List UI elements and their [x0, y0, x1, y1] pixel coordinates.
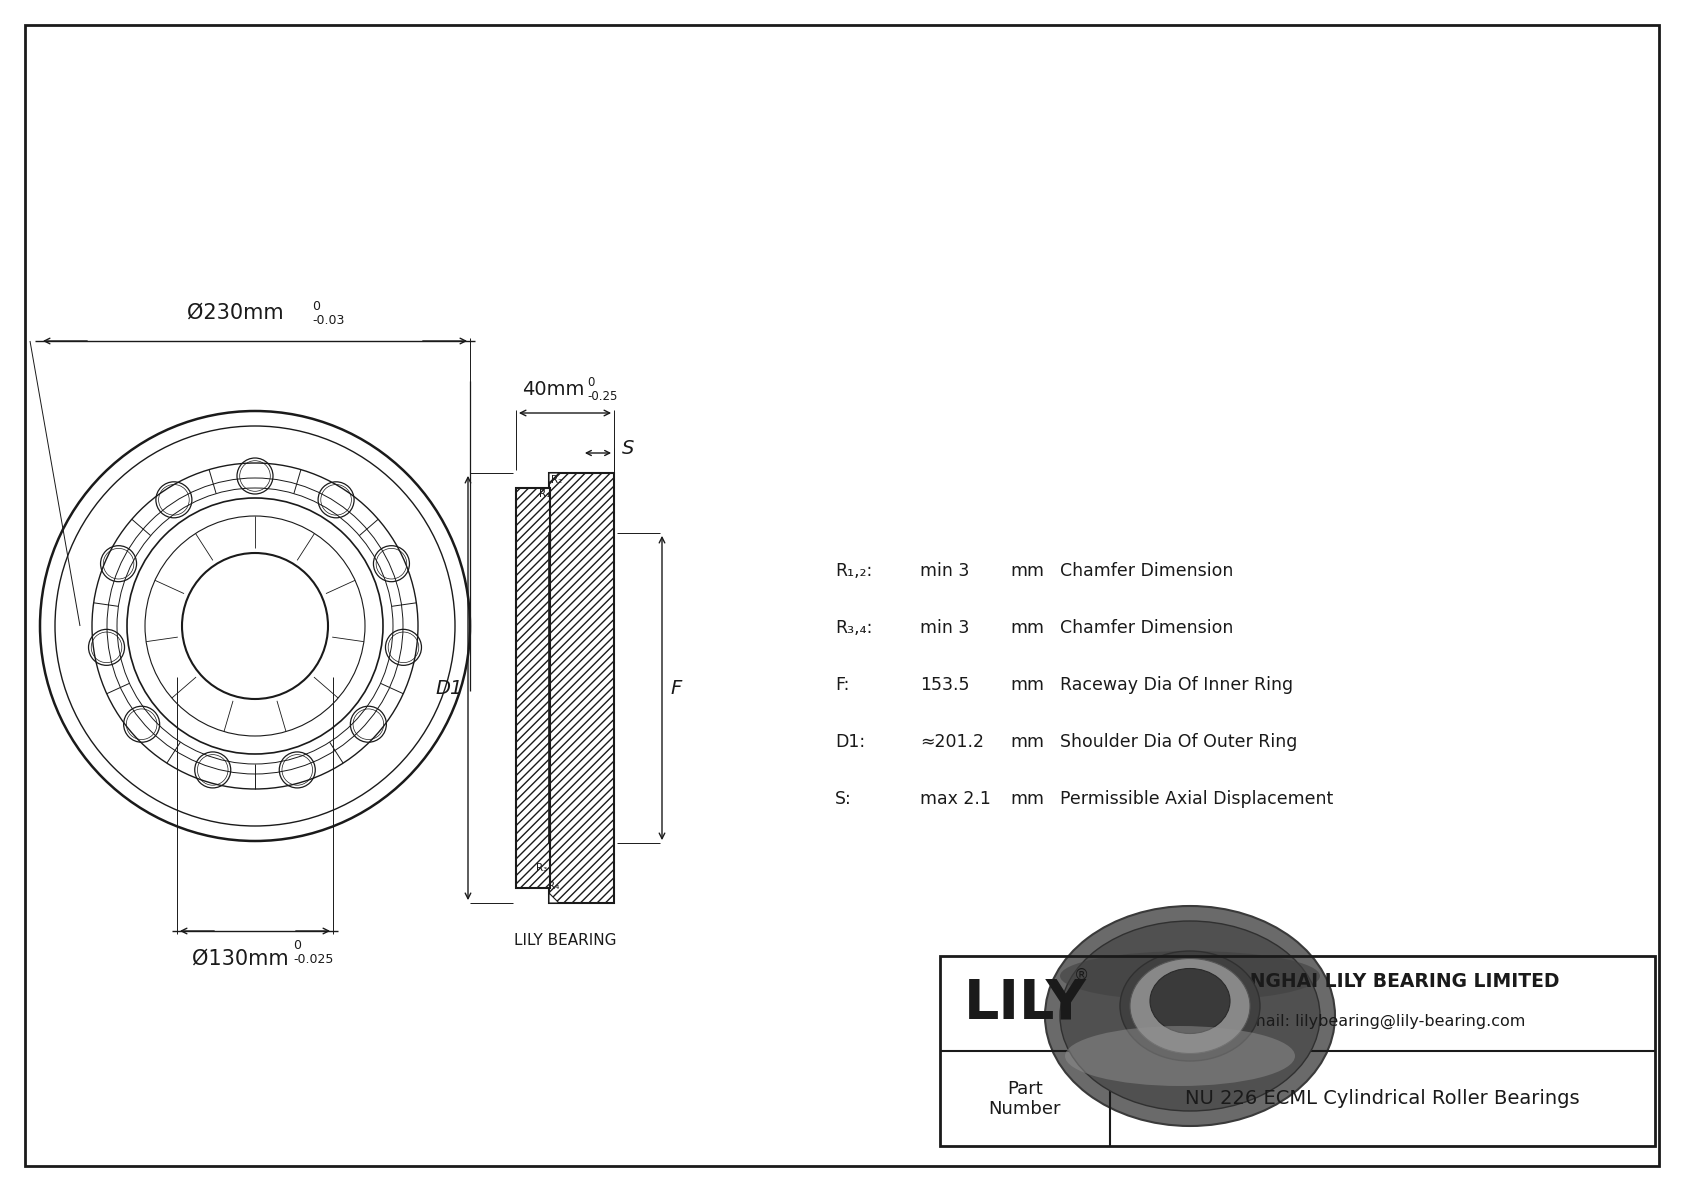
Ellipse shape — [1130, 959, 1250, 1054]
Text: R₁: R₁ — [539, 490, 551, 499]
Text: -0.03: -0.03 — [312, 314, 344, 328]
Text: SHANGHAI LILY BEARING LIMITED: SHANGHAI LILY BEARING LIMITED — [1206, 972, 1559, 991]
Text: ®: ® — [1074, 968, 1090, 983]
Bar — [515, 488, 551, 888]
Text: max 2.1: max 2.1 — [919, 790, 990, 807]
Text: R₃,₄:: R₃,₄: — [835, 619, 872, 637]
Text: R₂: R₂ — [551, 475, 562, 485]
Text: 0: 0 — [293, 939, 301, 952]
Polygon shape — [549, 473, 559, 484]
Text: Chamfer Dimension: Chamfer Dimension — [1059, 562, 1233, 580]
Text: mm: mm — [1010, 732, 1044, 752]
Text: NU 226 ECML Cylindrical Roller Bearings: NU 226 ECML Cylindrical Roller Bearings — [1186, 1089, 1580, 1108]
Text: R₄: R₄ — [547, 881, 559, 891]
Text: mm: mm — [1010, 676, 1044, 694]
Text: LILY: LILY — [963, 977, 1086, 1030]
Text: D1: D1 — [436, 679, 463, 698]
Text: LILY BEARING: LILY BEARING — [514, 933, 616, 948]
Ellipse shape — [1120, 950, 1260, 1061]
Text: Email: lilybearing@lily-bearing.com: Email: lilybearing@lily-bearing.com — [1239, 1014, 1526, 1029]
Text: 40mm: 40mm — [522, 380, 584, 399]
Text: Shoulder Dia Of Outer Ring: Shoulder Dia Of Outer Ring — [1059, 732, 1297, 752]
Text: Ø130mm: Ø130mm — [192, 949, 288, 969]
Text: 153.5: 153.5 — [919, 676, 970, 694]
Text: Part: Part — [1007, 1079, 1042, 1097]
Ellipse shape — [1059, 921, 1320, 1111]
Text: R₁,₂:: R₁,₂: — [835, 562, 872, 580]
Text: 0: 0 — [588, 376, 594, 389]
Text: Ø230mm: Ø230mm — [187, 303, 283, 323]
Text: R₃: R₃ — [536, 863, 547, 873]
Ellipse shape — [1064, 1025, 1295, 1086]
Text: mm: mm — [1010, 790, 1044, 807]
Text: S:: S: — [835, 790, 852, 807]
Ellipse shape — [1046, 906, 1335, 1125]
Polygon shape — [549, 893, 559, 903]
Ellipse shape — [1059, 950, 1320, 1000]
Text: Permissible Axial Displacement: Permissible Axial Displacement — [1059, 790, 1334, 807]
Ellipse shape — [1150, 968, 1229, 1034]
Text: -0.025: -0.025 — [293, 953, 333, 966]
Text: F:: F: — [835, 676, 849, 694]
Text: F: F — [670, 679, 682, 698]
Text: Chamfer Dimension: Chamfer Dimension — [1059, 619, 1233, 637]
Text: Number: Number — [989, 1099, 1061, 1117]
Text: mm: mm — [1010, 619, 1044, 637]
Text: -0.25: -0.25 — [588, 389, 618, 403]
Text: min 3: min 3 — [919, 619, 970, 637]
Text: min 3: min 3 — [919, 562, 970, 580]
Text: ≈201.2: ≈201.2 — [919, 732, 983, 752]
Bar — [940, 956, 1655, 1146]
Text: mm: mm — [1010, 562, 1044, 580]
Text: D1:: D1: — [835, 732, 866, 752]
Text: 0: 0 — [312, 300, 320, 313]
Bar — [549, 473, 615, 903]
Text: Raceway Dia Of Inner Ring: Raceway Dia Of Inner Ring — [1059, 676, 1293, 694]
Text: S: S — [621, 438, 635, 457]
